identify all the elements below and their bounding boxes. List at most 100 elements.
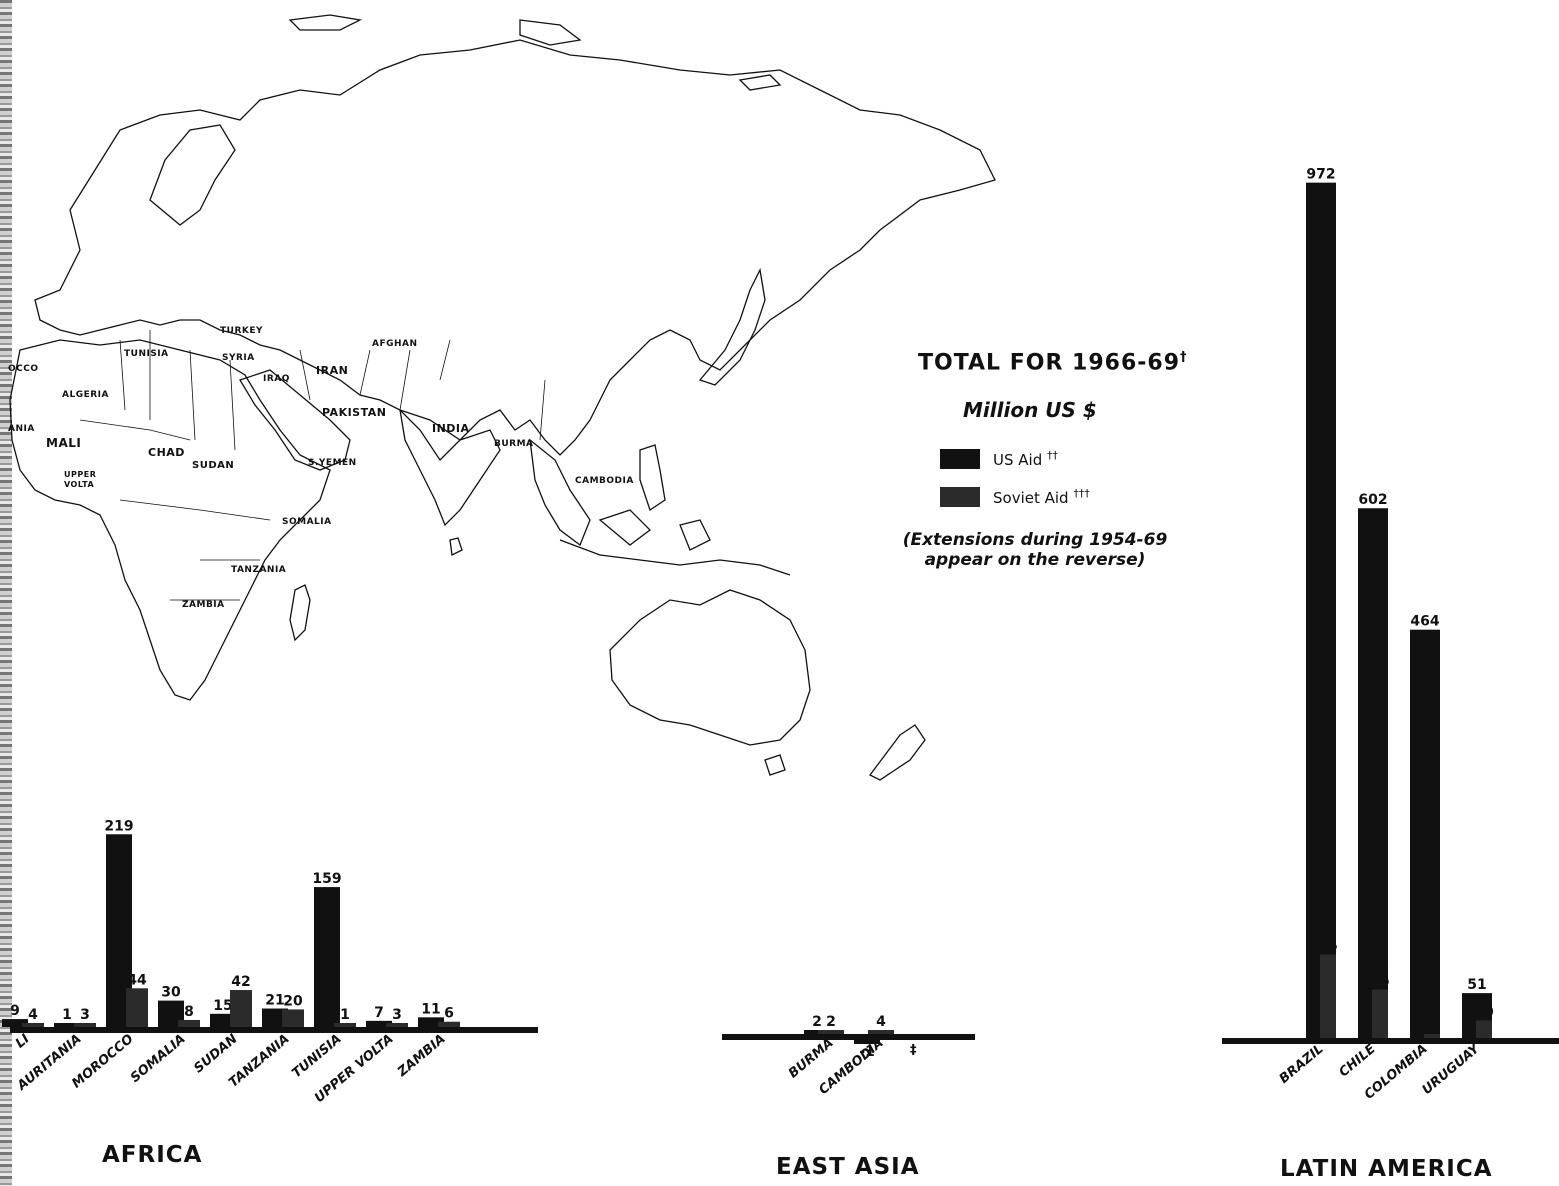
east-asia-baseline xyxy=(722,1034,975,1040)
legend-soviet-text: Soviet Aid xyxy=(993,489,1069,507)
africa-label-zambia-soviet: 6 xyxy=(444,1006,454,1022)
africa-bar-tanzania-soviet xyxy=(282,1009,304,1027)
africa-outline xyxy=(9,339,331,701)
africa-label-somalia-us: 30 xyxy=(161,985,181,1001)
latin-america-bar-colombia-soviet xyxy=(1424,1034,1440,1038)
east-asia-bar-burma-us xyxy=(804,1030,830,1034)
region-title-africa: AFRICA xyxy=(102,1142,203,1168)
africa-label-sudan-us: 15 xyxy=(213,998,232,1014)
map-label-algeria: ALGERIA xyxy=(62,390,109,400)
africa-bar-tunisia-us xyxy=(314,887,340,1027)
legend-note: (Extensions during 1954-69 appear on the… xyxy=(880,530,1190,570)
philippines-outline xyxy=(639,444,666,512)
africa-category-zambia: ZAMBIA xyxy=(394,1032,448,1081)
arctic-islands-outline xyxy=(288,14,782,91)
indonesia-outline xyxy=(559,509,791,576)
africa-label-tanzania-soviet: 20 xyxy=(283,993,303,1009)
africa-label-mauritania-us: 1 xyxy=(62,1007,72,1023)
africa-label-upper-volta-us: 7 xyxy=(374,1005,384,1021)
east-asia-bar-cambodia-soviet xyxy=(868,1030,894,1034)
africa-baseline xyxy=(10,1027,538,1033)
madagascar-outline xyxy=(289,584,311,642)
map-label-syria: SYRIA xyxy=(222,353,255,363)
map-label-pakistan: PAKISTAN xyxy=(322,406,387,419)
tasmania-outline xyxy=(764,754,786,776)
east-asia-label-cambodia-soviet: 4 xyxy=(876,1014,886,1030)
legend-swatch-us-aid xyxy=(940,449,980,469)
africa-label-tunisia-us: 159 xyxy=(312,871,341,887)
legend-title-mark: † xyxy=(1180,350,1188,365)
legend-note-line2: appear on the reverse) xyxy=(924,550,1146,570)
map-label-mauritania: ANIA xyxy=(8,424,35,434)
africa-bar-zambia-us xyxy=(418,1017,444,1027)
latin-america-label-brazil-us: 972 xyxy=(1306,167,1335,183)
legend-title: TOTAL FOR 1966-69† xyxy=(918,350,1188,375)
region-title-latin-america: LATIN AMERICA xyxy=(1280,1156,1493,1182)
latin-america-label-uruguay-soviet: 20 xyxy=(1474,1004,1494,1020)
africa-category-mali: LI xyxy=(13,1031,33,1051)
legend-unit: Million US $ xyxy=(963,398,1097,422)
latin-america-bar-colombia-us xyxy=(1410,629,1440,1038)
east-asia-bar-cambodia-us xyxy=(854,1040,880,1044)
legend-soviet-mark: ††† xyxy=(1073,487,1090,500)
eastern-hemisphere-map xyxy=(9,14,996,781)
africa-bar-tunisia-soviet xyxy=(334,1023,356,1027)
map-label-afghan: AFGHAN xyxy=(372,339,418,349)
latin-america-label-chile-soviet: 55 xyxy=(1370,974,1389,990)
africa-label-zambia-us: 11 xyxy=(421,1001,440,1017)
africa-label-mauritania-soviet: 3 xyxy=(80,1007,90,1023)
legend-label-us-aid: US Aid †† xyxy=(993,449,1058,469)
region-title-east-asia: EAST ASIA xyxy=(776,1154,920,1180)
latin-america-baseline xyxy=(1222,1038,1559,1044)
latin-america-label-uruguay-us: 51 xyxy=(1467,977,1486,993)
africa-bar-mali-soviet xyxy=(22,1023,44,1027)
map-label-iraq: IRAQ xyxy=(263,374,290,384)
east-asia-footnote-mark: ‡ xyxy=(910,1043,917,1058)
latin-america-bar-brazil-soviet xyxy=(1320,954,1336,1038)
africa-label-upper-volta-soviet: 3 xyxy=(392,1007,402,1023)
map-label-tanzania: TANZANIA xyxy=(231,565,287,575)
legend-us-text: US Aid xyxy=(993,451,1043,469)
legend-note-line1: (Extensions during 1954-69 xyxy=(902,530,1168,550)
africa-label-mali-soviet: 4 xyxy=(28,1007,38,1023)
africa-bar-tanzania-us xyxy=(262,1008,288,1027)
map-label-mali: MALI xyxy=(46,436,82,450)
map-label-burma: BURMA xyxy=(494,439,534,449)
africa-label-sudan-soviet: 42 xyxy=(231,974,250,990)
map-label-iran: IRAN xyxy=(316,364,349,377)
africa-bar-mali-us xyxy=(2,1019,28,1027)
latin-america-bar-chile-soviet xyxy=(1372,989,1388,1038)
map-label-chad: CHAD xyxy=(148,446,185,459)
africa-label-mali-us: 9 xyxy=(10,1003,20,1019)
eurasia-outline xyxy=(34,39,996,462)
east-asia-bar-burma-soviet xyxy=(818,1030,844,1034)
africa-bar-mauritania-us xyxy=(54,1023,80,1027)
legend-title-text: TOTAL FOR 1966-69 xyxy=(918,350,1181,376)
legend-us-mark: †† xyxy=(1047,449,1058,462)
legend-label-soviet-aid: Soviet Aid ††† xyxy=(993,487,1090,507)
map-label-somalia: SOMALIA xyxy=(282,517,332,527)
east-asia-label-burma-us: 2 xyxy=(812,1014,822,1030)
africa-label-tanzania-us: 21 xyxy=(265,993,284,1009)
map-label-upper-volta-2: VOLTA xyxy=(64,480,95,489)
africa-label-somalia-soviet: 8 xyxy=(184,1004,194,1020)
africa-bar-morocco-soviet xyxy=(126,988,148,1027)
africa-label-morocco-soviet: 44 xyxy=(127,972,147,988)
india-outline xyxy=(399,409,501,527)
map-label-sudan: SUDAN xyxy=(192,460,235,471)
australia-outline xyxy=(609,589,811,746)
legend-swatch-soviet-aid xyxy=(940,487,980,507)
latin-america-label-colombia-soviet: 2 xyxy=(1427,1018,1437,1034)
map-label-upper-volta-1: UPPER xyxy=(64,470,97,479)
africa-label-morocco-us: 219 xyxy=(104,818,133,834)
map-label-s-yemen: S.YEMEN xyxy=(308,458,357,468)
africa-category-sudan: SUDAN xyxy=(191,1031,240,1076)
japan-outline xyxy=(698,267,766,386)
africa-bar-somalia-soviet xyxy=(178,1019,200,1027)
map-label-india: INDIA xyxy=(432,422,470,435)
africa-category-somalia: SOMALIA xyxy=(128,1032,189,1086)
latin-america-label-colombia-us: 464 xyxy=(1410,614,1439,630)
latin-america-category-brazil: BRAZIL xyxy=(1277,1042,1327,1087)
borders xyxy=(79,330,546,601)
